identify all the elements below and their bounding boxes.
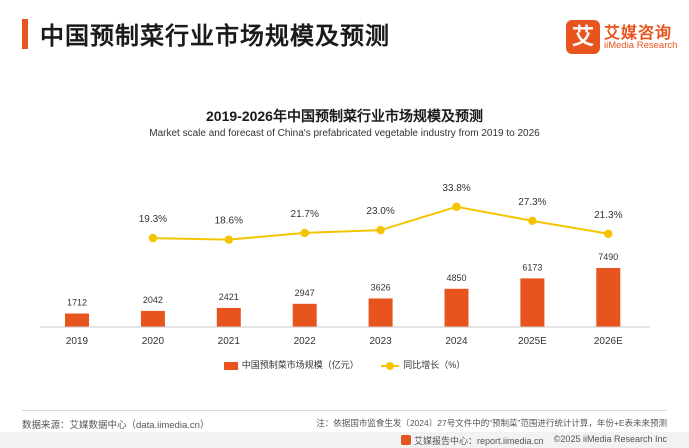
bar-2019 <box>65 313 89 327</box>
x-tick-label-2026E: 2026E <box>594 336 623 347</box>
growth-point-2026E <box>604 229 613 238</box>
growth-label-2023: 23.0% <box>366 206 394 217</box>
footer-bar: 艾媒报告中心：report.iimedia.cn ©2025 iiMedia R… <box>0 432 689 448</box>
bar-value-label-2024: 4850 <box>446 273 466 283</box>
growth-line-series: 19.3% 18.6% 21.7% 23.0% 33.8% 27.3% 21.3% <box>139 183 623 244</box>
legend-label-growth: 同比增长（%） <box>403 360 466 370</box>
bar-value-label-2020: 2042 <box>143 295 163 305</box>
legend-item-growth: 同比增长（%） <box>381 358 465 371</box>
bar-value-label-2022: 2947 <box>295 288 315 298</box>
bar-2024 <box>444 288 469 327</box>
growth-point-2025E <box>528 216 537 226</box>
growth-label-2020: 19.3% <box>139 214 167 225</box>
bar-2026E <box>596 268 621 327</box>
growth-label-2022: 21.7% <box>291 209 319 220</box>
chart-legend: 中国预制菜市场规模（亿元） 同比增长（%） <box>0 358 689 371</box>
growth-point-2021 <box>224 235 233 244</box>
report-center-link[interactable]: 艾媒报告中心：report.iimedia.cn <box>414 436 544 446</box>
brand-logo: 艾 艾媒咨询 iiMedia Research <box>566 20 678 56</box>
bar-value-label-2021: 2421 <box>219 292 239 302</box>
x-tick-label-2023: 2023 <box>369 336 392 347</box>
x-tick-label-2025E: 2025E <box>518 336 547 347</box>
x-tick-label-2020: 2020 <box>142 336 165 347</box>
logo-brand-name: 艾媒咨询 <box>604 25 673 42</box>
legend-item-market-scale: 中国预制菜市场规模（亿元） <box>223 358 359 371</box>
growth-point-2023 <box>376 225 385 235</box>
chart-subtitle: Market scale and forecast of China's pre… <box>149 128 540 139</box>
x-tick-label-2019: 2019 <box>66 336 89 347</box>
bar-2021 <box>216 307 241 327</box>
bar-value-label-2023: 3626 <box>371 282 391 292</box>
x-tick-label-2022: 2022 <box>294 336 317 347</box>
report-center-icon <box>401 435 411 445</box>
bar-2023 <box>368 298 393 327</box>
x-tick-label-2024: 2024 <box>445 336 468 347</box>
growth-label-2024: 33.8% <box>442 183 470 194</box>
bar-2020 <box>140 310 165 327</box>
growth-label-2025E: 27.3% <box>518 197 546 208</box>
growth-point-2020 <box>148 233 158 243</box>
logo-mark-icon: 艾 <box>566 20 600 54</box>
bar-value-label-2026E: 7490 <box>598 252 618 262</box>
legend-label-market-scale: 中国预制菜市场规模（亿元） <box>241 360 359 370</box>
bar-value-label-2019: 1712 <box>67 298 87 308</box>
legend-bar-swatch-icon <box>223 361 238 370</box>
growth-label-2026E: 21.3% <box>594 210 622 221</box>
copyright: ©2025 iiMedia Research Inc <box>553 434 667 444</box>
footnote: 注：依据国市监食生发〔2024〕27号文件中的“预制菜”范围进行统计计算，年份+… <box>316 418 667 428</box>
growth-point-2024 <box>452 202 461 211</box>
bar-2022 <box>292 303 317 327</box>
bar-series <box>65 268 621 327</box>
growth-label-2021: 18.6% <box>215 216 243 227</box>
legend-line-swatch-icon <box>381 361 400 370</box>
footer-divider <box>22 410 667 411</box>
bar-value-label-2025E: 6173 <box>522 262 542 272</box>
bar-value-labels: 1712 2042 2421 2947 3626 4850 6173 7490 <box>67 252 618 308</box>
chart-title: 2019-2026年中国预制菜行业市场规模及预测 <box>206 108 483 124</box>
page-title: 中国预制菜行业市场规模及预测 <box>40 23 390 50</box>
data-source: 数据来源：艾媒数据中心（data.iimedia.cn） <box>22 420 210 431</box>
bar-2025E <box>520 278 545 327</box>
growth-point-2022 <box>300 228 309 238</box>
title-accent-bar <box>22 19 28 49</box>
logo-brand-name-en: iiMedia Research <box>604 40 678 51</box>
x-axis: 2019 2020 2021 2022 2023 2024 2025E 2026E <box>40 326 650 347</box>
x-tick-label-2021: 2021 <box>218 336 241 347</box>
